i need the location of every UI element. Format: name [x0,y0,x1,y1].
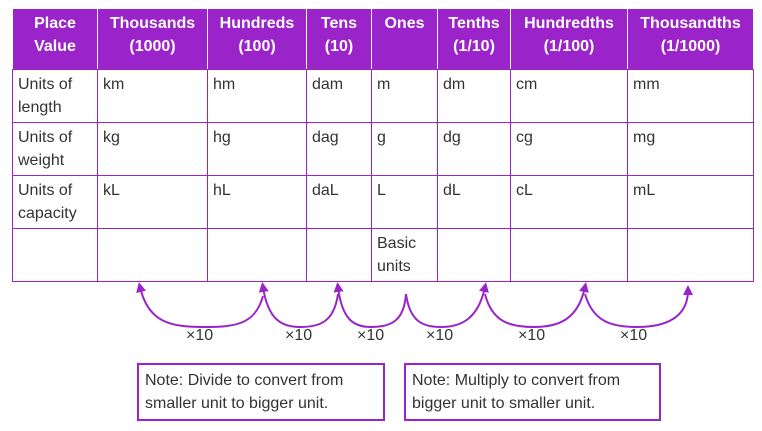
header-line: Place [34,15,76,32]
header-thousands: Thousands (1000) [97,8,208,70]
row-label: Units of capacity [12,175,98,229]
place-value-table: Place Value Thousands (1000) Hundreds (100)… [12,8,754,282]
header-line: (10) [324,38,354,55]
header-line: Thousands [109,15,196,32]
divide-note: Note: Divide to convert from smaller uni… [137,363,385,421]
header-hundredths: Hundredths (1/100) [510,8,628,70]
arc-arrow-4 [405,282,489,329]
header-line: (100) [238,38,276,55]
row-weight: Units of weight kg hg dag g dg cg mg [12,122,754,176]
row-capacity: Units of capacity kL hL daL L dL cL mL [12,175,754,229]
row-length: Units of length km hm dam m dm cm mm [12,69,754,123]
header-line: (1/10) [453,38,495,55]
table-cell [97,228,208,282]
factor-label: ×10 [357,327,385,344]
table-cell: dag [306,122,372,176]
header-line: Hundredths [524,15,614,32]
divide-note-text: Note: Divide to convert from smaller uni… [145,372,344,412]
header-line: (1000) [129,38,176,55]
row-label [12,228,98,282]
row-basic-units: Basic units [12,228,754,282]
factor-label: ×10 [426,327,454,344]
header-line: Thousandths [640,15,741,32]
table-cell [437,228,511,282]
header-line: Hundreds [219,15,295,32]
arc-arrow-3 [333,282,407,329]
table-cell [207,228,307,282]
table-cell: cg [510,122,628,176]
header-tens: Tens (10) [306,8,372,70]
header-line: (1/100) [543,38,595,55]
table-cell: mm [627,69,754,123]
table-cell [627,228,754,282]
header-tenths: Tenths (1/10) [437,8,511,70]
table-cell: mg [627,122,754,176]
factor-label: ×10 [186,327,214,344]
header-line: Ones [384,15,425,32]
arc-arrow-2 [258,282,339,329]
header-line: Value [34,38,76,55]
multiply-note-text: Note: Multiply to convert from bigger un… [412,372,621,412]
table-cell: cm [510,69,628,123]
arc-arrow-1 [136,282,264,329]
factor-label: ×10 [620,327,648,344]
header-place-value: Place Value [12,8,98,70]
factor-label: ×10 [518,327,546,344]
table-cell: m [371,69,438,123]
header-line: Tens [320,15,358,32]
header-line: (1/1000) [660,38,721,55]
header-row: Place Value Thousands (1000) Hundreds (100)… [12,8,754,70]
header-ones: Ones [371,8,438,70]
table-cell: dam [306,69,372,123]
table-cell: daL [306,175,372,229]
table-cell: dL [437,175,511,229]
factor-label: ×10 [285,327,313,344]
multiply-note: Note: Multiply to convert from bigger un… [404,363,661,421]
table-cell: cL [510,175,628,229]
arc-arrow-6 [584,285,693,329]
arc-arrow-5 [484,282,589,329]
header-line: Tenths [448,15,500,32]
header-hundreds: Hundreds (100) [207,8,307,70]
table-cell: mL [627,175,754,229]
